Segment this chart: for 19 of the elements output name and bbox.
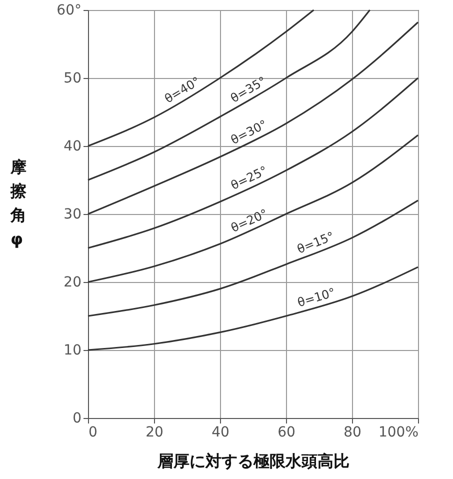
text: θ=10° <box>296 285 337 310</box>
line-series <box>87 200 419 317</box>
x-tick-label: 20 <box>146 424 164 440</box>
x-tick-label: 40 <box>212 424 230 440</box>
x-tick-label: 60 <box>278 424 296 440</box>
y-tick-label: 30 <box>64 206 82 222</box>
y-tick-label: 60° <box>56 2 82 18</box>
y-axis-title: 摩擦角φ <box>10 158 28 248</box>
line-series <box>87 266 419 351</box>
y-tick-label: 40 <box>64 138 82 154</box>
y-tick-label: 50 <box>64 70 82 86</box>
x-axis-title: 層厚に対する極限水頭高比 <box>156 452 350 470</box>
y-tick-label: 0 <box>72 410 82 426</box>
y-tick-label: 10 <box>64 342 82 358</box>
line-series <box>87 9 315 147</box>
y-tick-label: 20 <box>64 274 82 290</box>
x-tick-label: 0 <box>88 424 98 440</box>
x-tick-label: 100% <box>378 424 418 440</box>
x-tick-label: 80 <box>344 424 362 440</box>
